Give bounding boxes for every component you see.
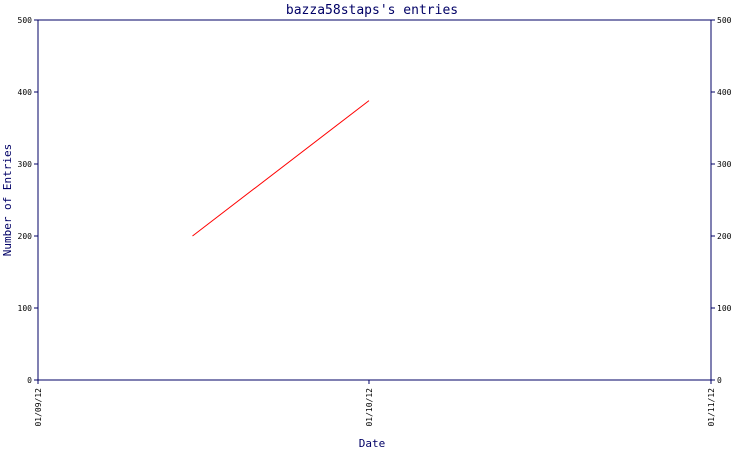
y-tick-label-left: 400	[18, 88, 33, 97]
chart-title: bazza58staps's entries	[286, 3, 458, 18]
x-axis-title: Date	[359, 437, 386, 450]
y-tick-label-right: 500	[717, 16, 732, 25]
plot-area: 0 0 100 100 200 200 300 300 400 400 500 500 01/09/12…	[18, 16, 732, 427]
y-tick-label-left: 300	[18, 160, 33, 169]
y-tick-label-right: 0	[717, 376, 722, 385]
y-tick-label-right: 100	[717, 304, 732, 313]
y-tick-label-right: 400	[717, 88, 732, 97]
y-axis-title: Number of Entries	[1, 144, 14, 257]
x-tick-label: 01/09/12	[34, 388, 43, 427]
x-tick-label: 01/10/12	[365, 388, 374, 427]
plot-frame	[37, 19, 712, 381]
y-tick-label-right: 200	[717, 232, 732, 241]
y-tick-label-left: 200	[18, 232, 33, 241]
x-tick-label: 01/11/12	[707, 388, 716, 427]
y-tick-label-left: 100	[18, 304, 33, 313]
y-tick-label-left: 0	[27, 376, 32, 385]
y-tick-label-right: 300	[717, 160, 732, 169]
y-tick-label-left: 500	[18, 16, 33, 25]
series-line	[192, 100, 370, 237]
